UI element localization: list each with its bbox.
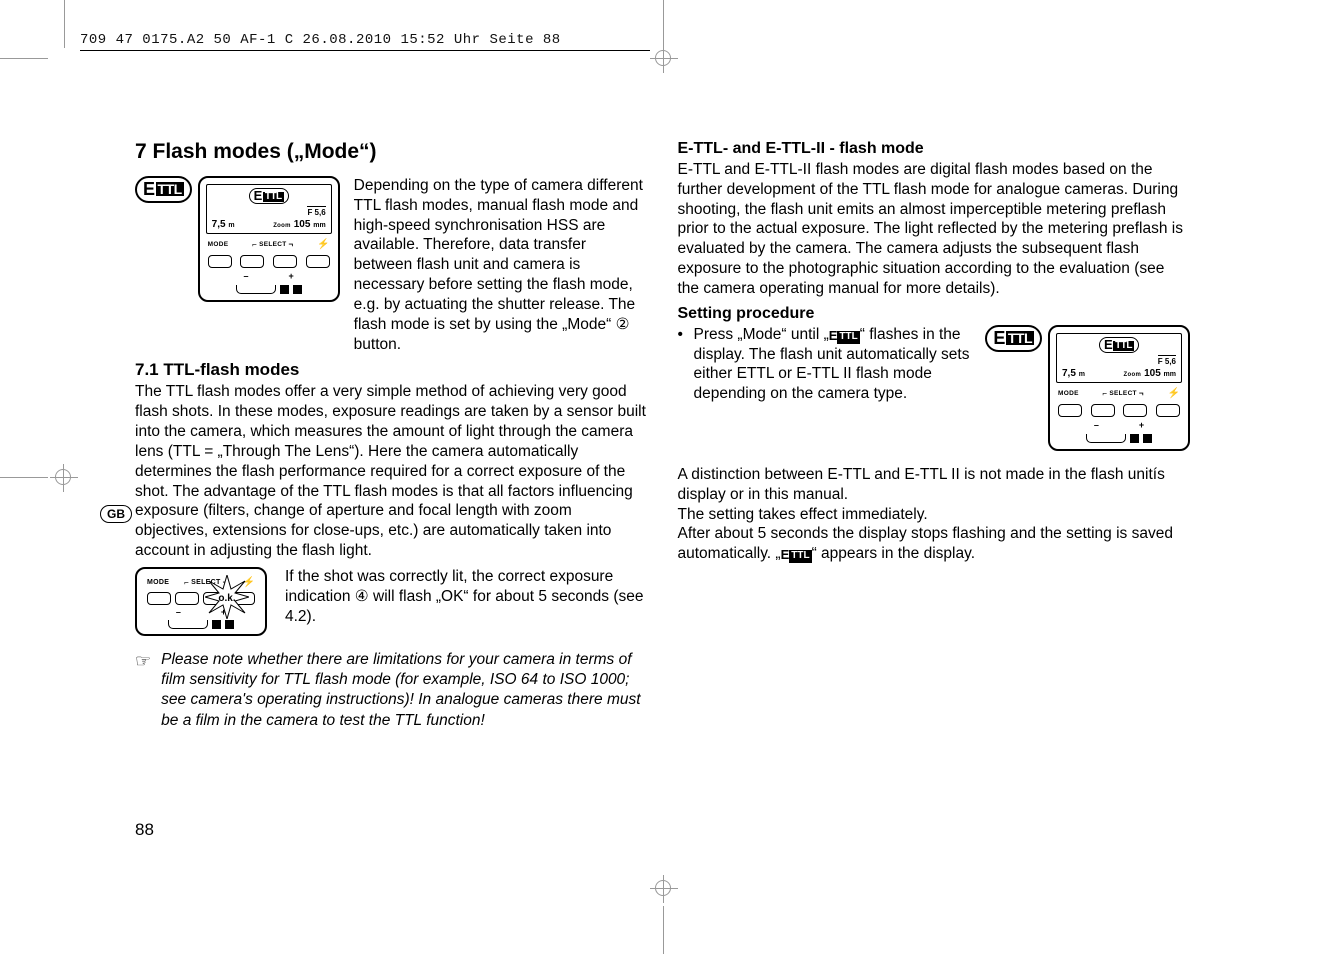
ettl-inline-icon: ETTL [781,547,812,564]
bullet-text-pre: Press „Mode“ until „ [694,326,829,343]
lcd-zoom-label: Zoom [273,223,291,229]
left-column: 7 Flash modes („Mode“) ETTL ETTL F 5,6 [135,140,648,834]
right-column: E-TTL- and E-TTL-II - flash mode E-TTL a… [678,140,1191,834]
crop-registration-icon [655,50,671,66]
setting-procedure-heading: Setting procedure [678,305,1191,323]
ettl-inline-icon: ETTL [829,328,860,345]
flash-device-illustration: ETTL ETTL F 5,6 7,5 m Zoom [985,325,1190,451]
note-block: ☞ Please note whether there are limitati… [135,650,648,731]
flash-device-illustration: ETTL ETTL F 5,6 7,5 m [135,176,340,302]
select-label: SELECT [252,240,293,249]
lcd-distance: 7,5 m [212,219,235,230]
bolt-icon: ⚡ [317,239,329,250]
pointing-hand-icon: ☞ [135,650,151,731]
ettl-paragraph: E-TTL and E-TTL-II flash modes are digit… [678,160,1191,299]
paragraph: The setting takes effect immediately. [678,505,1191,525]
page-content: 7 Flash modes („Mode“) ETTL ETTL F 5,6 [60,120,1265,854]
ok-device-illustration: MODE SELECT ⚡ –+ o.k. [135,567,267,636]
ettl-badge-icon: ETTL [985,325,1042,352]
ettl-badge-icon: ETTL [249,188,289,204]
crop-mark [663,0,664,48]
button-row [206,255,332,268]
intro-paragraph: Depending on the type of camera differen… [354,176,648,354]
device-button [208,255,232,268]
crop-mark [0,477,48,478]
crop-mark [663,906,664,954]
device-button [240,255,264,268]
lcd-fstop: F 5,6 [307,206,325,217]
svg-text:o.k.: o.k. [218,593,235,604]
header-rule [80,50,650,51]
ok-starburst-icon: o.k. [205,575,249,619]
paragraph: A distinction between E-TTL and E-TTL II… [678,465,1191,505]
note-text: Please note whether there are limitation… [161,650,647,731]
device-foot [206,285,332,294]
lcd-frame: ETTL F 5,6 7,5 m Zoom 105 mm [198,176,340,302]
paragraph: After about 5 seconds the display stops … [678,524,1191,564]
ttl-paragraph: The TTL flash modes offer a very simple … [135,382,648,560]
crop-registration-icon [655,880,671,896]
crop-mark [64,0,65,48]
mode-label: MODE [208,241,229,248]
subsection-heading: E-TTL- and E-TTL-II - flash mode [678,140,1191,158]
plus-minus-row: –+ [206,273,332,280]
print-header-slug: 709 47 0175.A2 50 AF-1 C 26.08.2010 15:5… [80,32,561,48]
lcd-zoom-value: 105 mm [294,219,326,230]
page-number: 88 [135,820,154,840]
ettl-badge-icon: ETTL [135,176,192,203]
device-button [306,255,330,268]
ok-paragraph: If the shot was correctly lit, the corre… [285,567,648,626]
section-heading: 7 Flash modes („Mode“) [135,140,648,164]
subsection-heading: 7.1 TTL-flash modes [135,360,648,380]
lcd-screen: ETTL F 5,6 7,5 m Zoom 105 mm [206,184,332,234]
list-item: • Press „Mode“ until „ETTL“ flashes in t… [678,325,976,404]
device-button [273,255,297,268]
crop-mark [0,58,48,59]
button-labels: MODE SELECT ⚡ [206,239,332,250]
